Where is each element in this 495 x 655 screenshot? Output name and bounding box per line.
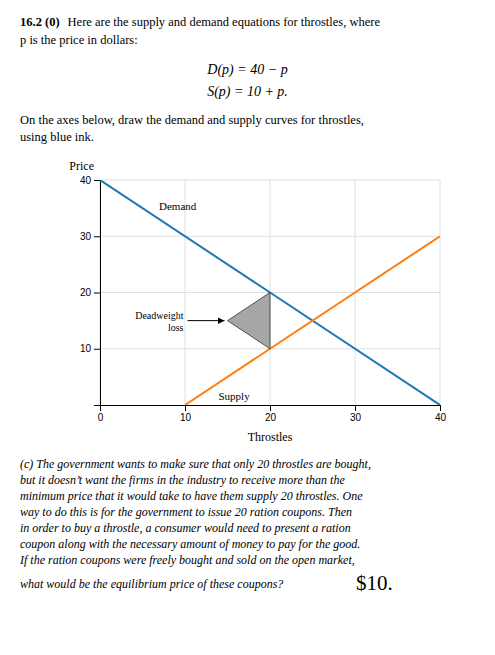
x-tick: 40	[435, 405, 447, 423]
x-tick-mark	[270, 405, 271, 411]
question-line: in order to buy a throstle, a consumer w…	[20, 521, 351, 535]
chart: 16.2 (0) Here are the supply and demand e…	[0, 0, 495, 655]
deadweight-loss-area	[228, 293, 271, 349]
y-tick-label: 40	[80, 175, 92, 186]
intro-line: p is the price in dollars:	[20, 33, 138, 47]
question-line: minimum price that it would take to have…	[20, 489, 363, 503]
x-tick: 10	[180, 405, 192, 423]
annotation-arrow	[188, 320, 225, 321]
question-line: If the ration coupons were freely bought…	[19, 553, 355, 567]
y-tick: 30	[80, 231, 100, 242]
question-line: but it doesn’t want the firms in the ind…	[20, 473, 345, 487]
x-tick-label: 10	[180, 412, 192, 423]
x-tick-mark	[440, 405, 441, 411]
question-line: (c) The government wants to make sure th…	[20, 457, 371, 471]
y-tick: 20	[80, 287, 100, 298]
equation: D(p) = 40 − p	[206, 62, 287, 78]
y-axis-line	[94, 181, 101, 406]
x-tick: 30	[350, 405, 362, 423]
y-tick-mark	[94, 180, 100, 181]
equation: S(p) = 10 + p.	[207, 84, 288, 100]
title: 16.2 (0)	[20, 15, 60, 29]
instruction: using blue ink.	[20, 130, 94, 144]
series-label: Demand	[159, 200, 197, 212]
question: what would be the equilibrium price of t…	[20, 577, 283, 591]
y-axis: 10 20 30 40	[80, 175, 101, 406]
x-tick-label: 20	[265, 412, 277, 423]
plot-area	[100, 180, 440, 405]
x-axis: 0 10 20 30 40	[98, 405, 447, 423]
x-tick-label: 0	[98, 412, 104, 423]
y-axis-title: Price	[69, 159, 94, 173]
series-line	[185, 236, 440, 405]
x-tick-mark	[185, 405, 186, 411]
grid-line-y	[100, 180, 440, 181]
intro-text: 16.2 (0) Here are the supply and demand e…	[20, 15, 380, 144]
grid	[100, 180, 440, 405]
series-line	[100, 180, 440, 405]
y-tick: 10	[80, 343, 100, 354]
x-tick-mark	[355, 405, 356, 411]
y-tick-label: 20	[80, 287, 92, 298]
intro-line: Here are the supply and demand equations…	[68, 15, 381, 29]
x-tick: 0	[98, 405, 104, 423]
y-tick-mark	[94, 293, 100, 294]
x-axis-line	[101, 406, 441, 412]
y-tick-mark	[94, 349, 100, 350]
answer: $10.	[356, 571, 393, 595]
y-tick-mark	[94, 236, 100, 237]
series-label: Supply	[219, 390, 251, 402]
x-tick-label: 30	[350, 412, 362, 423]
y-tick-label: 30	[80, 231, 92, 242]
question-line: coupon along with the necessary amount o…	[20, 537, 360, 551]
x-tick: 20	[265, 405, 277, 423]
question-text: (c) The government wants to make sure th…	[19, 457, 393, 595]
y-tick-label: 10	[80, 343, 92, 354]
annotations: Demand Supply Deadweightloss	[135, 200, 250, 402]
grid-line-y	[100, 236, 440, 237]
deadweight-loss-label: Deadweightloss	[135, 310, 184, 333]
y-tick: 40	[80, 175, 100, 186]
x-tick-label: 40	[435, 412, 447, 423]
instruction: On the axes below, draw the demand and s…	[20, 113, 364, 127]
x-axis-title: Throstles	[248, 430, 293, 444]
question-line: way to do this is for the government to …	[20, 505, 352, 519]
